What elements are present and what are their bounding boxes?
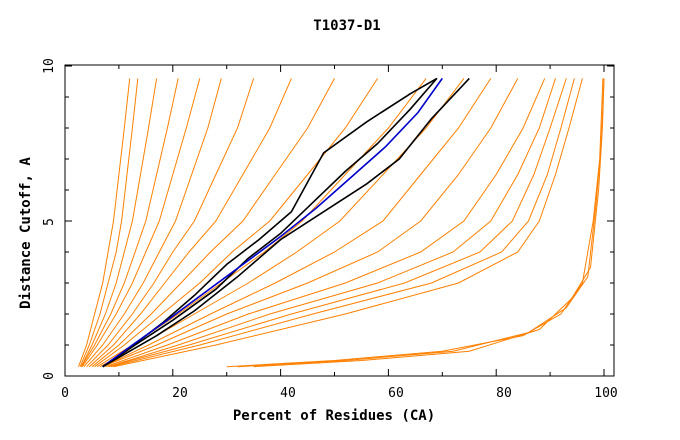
model-curve-16: [107, 78, 567, 368]
x-tick-label-0: 0: [61, 386, 69, 401]
model-curve-12: [102, 78, 492, 368]
model-curve-8: [91, 78, 335, 368]
model-curve-1: [79, 78, 139, 367]
model-curve-5: [83, 78, 222, 368]
model-curve-7: [88, 78, 292, 368]
highlighted-curves: [102, 77, 470, 368]
y-tick-label-5: 5: [42, 218, 57, 226]
highlight-curve-blue-2: [102, 77, 443, 368]
y-tick-label-10: 10: [42, 58, 57, 74]
plot-area-frame: [64, 64, 615, 377]
chart-title: T1037-D1: [313, 18, 380, 34]
highlight-curve-black-0: [102, 77, 438, 368]
model-curves: [78, 78, 605, 368]
model-curve-13: [102, 78, 519, 368]
y-axis-label: Distance Cutoff, A: [18, 157, 34, 309]
model-curve-6: [86, 78, 255, 368]
model-curve-3: [80, 78, 179, 367]
model-curve-2: [80, 78, 158, 367]
model-curve-15: [107, 78, 556, 368]
y-tick-label-0: 0: [42, 372, 57, 380]
axis-ticks: [64, 65, 614, 377]
x-tick-label-100: 100: [594, 386, 617, 401]
model-curve-0: [78, 78, 131, 367]
x-tick-label-20: 20: [172, 386, 188, 401]
x-tick-label-40: 40: [280, 386, 296, 401]
model-curve-19: [226, 78, 604, 368]
x-tick-label-60: 60: [388, 386, 404, 401]
model-curve-18: [113, 78, 583, 368]
model-curve-14: [105, 78, 546, 368]
x-tick-label-80: 80: [496, 386, 512, 401]
model-curve-21: [253, 78, 605, 368]
x-axis-label: Percent of Residues (CA): [233, 408, 435, 424]
model-curve-17: [110, 78, 575, 368]
highlight-curve-black-1: [102, 77, 438, 368]
model-curve-20: [237, 78, 605, 368]
model-curve-4: [81, 78, 201, 367]
highlight-curve-black-3: [102, 77, 470, 368]
model-curve-9: [94, 78, 379, 368]
